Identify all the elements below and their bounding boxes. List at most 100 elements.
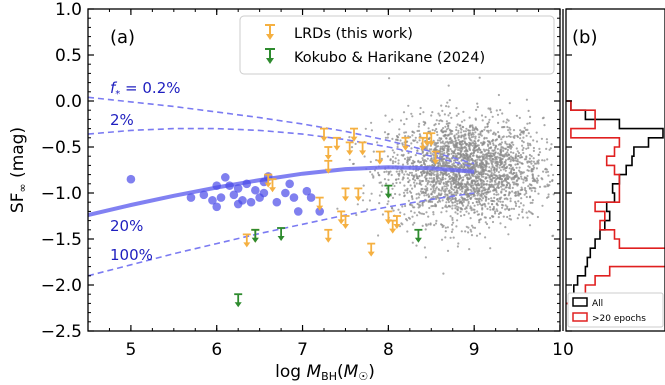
gray-point [541,117,545,120]
gray-point [390,173,393,177]
gray-point [420,180,423,183]
gray-point [538,147,541,150]
gray-point [458,175,461,178]
gray-point [422,212,425,216]
gray-point [514,194,518,197]
gray-point [506,173,509,176]
curve-label-2: 2% [110,111,134,129]
gray-point [391,137,394,140]
gray-point [452,236,455,239]
gray-point [418,211,421,214]
gray-point [470,179,473,182]
gray-point [410,147,413,150]
lrd-point [350,127,358,142]
gray-point [493,183,497,186]
gray-point [486,191,489,194]
gray-point [498,164,502,167]
gray-point [429,188,433,191]
gray-point [486,180,489,183]
gray-point [462,134,465,137]
gray-point [452,197,455,200]
gray-point [462,163,465,166]
gray-point [466,162,470,165]
gray-point [418,129,421,132]
gray-point [393,184,396,188]
gray-point [385,170,388,173]
gray-point [478,148,481,151]
gray-point [481,158,484,161]
gray-point [552,173,555,177]
gray-point [497,200,500,203]
gray-point [476,203,479,206]
gray-point [492,131,496,134]
gray-point [482,148,485,151]
gray-point [474,188,478,191]
gray-point [446,134,449,137]
lrd-point-head [316,205,324,211]
gray-point [432,172,435,175]
blue-point [251,185,260,195]
gray-point [467,194,470,197]
gray-point [454,207,457,210]
gray-point [443,190,446,193]
gray-point [431,163,434,167]
kh24-point [251,228,260,243]
gray-point [496,165,499,168]
gray-point [464,183,467,186]
gray-point [474,149,477,152]
gray-point [478,188,481,191]
gray-point [541,178,544,181]
gray-point [535,167,539,170]
gray-point [463,156,466,159]
gray-point [451,216,454,220]
gray-point [398,174,401,177]
gray-point [418,122,421,125]
blue-point [293,207,303,216]
gray-point [529,201,532,204]
gray-point [455,174,458,177]
gray-point [434,222,438,225]
gray-point [446,249,450,252]
blue-point [233,184,243,193]
gray-point [446,101,449,104]
gray-point [456,245,459,248]
gray-point [497,212,501,215]
gray-point [415,197,418,200]
gray-point [470,224,474,227]
gray-point [492,166,495,169]
gray-point [437,122,441,125]
x-tick-label: 9 [469,340,480,360]
gray-point [504,142,507,145]
gray-point [350,146,354,149]
gray-point [527,132,530,135]
gray-point [430,114,433,117]
gray-point [497,152,500,155]
gray-point [411,130,414,133]
gray-point [416,175,419,178]
gray-point [401,223,404,226]
gray-point [377,173,380,176]
gray-point [404,189,407,192]
gray-point [379,181,382,184]
gray-point [402,111,406,114]
gray-point [478,172,481,175]
lrd-point [345,141,354,156]
gray-point [475,165,478,168]
gray-point [355,213,358,217]
gray-point [524,187,527,190]
gray-point [423,246,426,249]
gray-point [487,170,490,173]
gray-point [443,113,446,116]
gray-point [474,142,477,145]
gray-point [474,131,477,134]
lrd-point-head [376,159,384,165]
gray-point [404,131,408,134]
gray-point [462,156,465,159]
gray-point [437,112,440,115]
gray-point [524,128,528,131]
gray-point [552,193,555,196]
gray-point [536,181,539,184]
gray-point [455,205,458,208]
gray-point [484,188,487,191]
gray-point [426,189,429,192]
